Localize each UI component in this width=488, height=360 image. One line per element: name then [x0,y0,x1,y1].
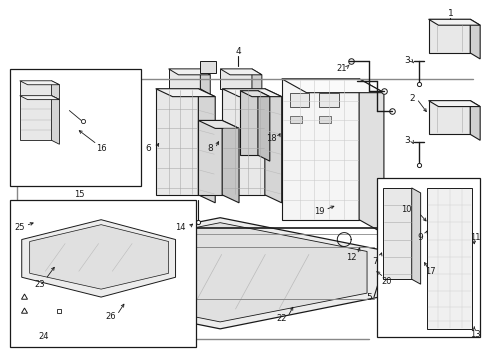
Polygon shape [155,89,198,195]
Text: 19: 19 [313,207,324,216]
Bar [319,93,339,107]
Polygon shape [251,69,262,95]
Text: 4: 4 [235,46,241,55]
Text: 23: 23 [34,280,45,289]
Polygon shape [281,79,383,93]
Text: 3: 3 [403,57,409,66]
Text: 5: 5 [366,293,371,302]
Polygon shape [426,188,471,329]
Polygon shape [51,96,60,144]
Polygon shape [61,218,378,329]
Polygon shape [168,69,210,75]
Polygon shape [469,19,479,59]
Text: 18: 18 [266,134,277,143]
Polygon shape [168,69,200,89]
Polygon shape [220,69,262,75]
Polygon shape [222,89,264,195]
Polygon shape [20,81,60,85]
Polygon shape [21,220,175,297]
Polygon shape [411,188,420,284]
Polygon shape [264,89,281,203]
Polygon shape [76,223,366,322]
Bar [289,116,301,123]
Polygon shape [17,66,472,339]
Polygon shape [240,91,257,155]
Text: 22: 22 [276,314,286,323]
Text: 17: 17 [425,267,435,276]
Text: 9: 9 [417,233,423,242]
Polygon shape [427,100,469,134]
Text: 2: 2 [408,94,414,103]
Polygon shape [382,188,411,279]
Polygon shape [198,89,215,203]
Polygon shape [257,91,269,161]
Text: 1: 1 [447,9,452,18]
Polygon shape [20,81,51,96]
Polygon shape [427,100,479,107]
Bar [10,200,196,347]
Polygon shape [20,96,51,140]
Text: 3: 3 [403,136,409,145]
Polygon shape [155,89,215,96]
Polygon shape [222,121,239,203]
Polygon shape [198,121,222,195]
Text: 25: 25 [15,223,25,232]
Text: 7: 7 [371,257,377,266]
Text: 10: 10 [401,205,411,214]
Polygon shape [200,69,210,95]
Bar [289,93,309,107]
Text: 26: 26 [105,312,116,321]
Text: 15: 15 [74,190,84,199]
Text: 12: 12 [345,253,356,262]
Polygon shape [200,61,216,73]
Bar [319,116,331,123]
Polygon shape [30,225,168,289]
Polygon shape [222,89,281,96]
Polygon shape [240,91,269,96]
Polygon shape [469,100,479,140]
Text: 16: 16 [96,144,106,153]
Bar [376,178,479,337]
Polygon shape [20,96,60,100]
Polygon shape [51,81,60,100]
Text: 21: 21 [335,64,346,73]
Text: 13: 13 [469,330,480,339]
Text: 8: 8 [207,144,213,153]
Polygon shape [198,121,239,129]
Polygon shape [427,19,469,53]
Text: 20: 20 [381,277,391,286]
Polygon shape [281,79,358,220]
Text: 24: 24 [38,332,49,341]
Text: 6: 6 [145,144,151,153]
Bar [10,69,141,186]
Text: 11: 11 [469,233,480,242]
Polygon shape [358,79,383,234]
Text: 14: 14 [175,223,185,232]
Polygon shape [427,19,479,25]
Polygon shape [220,69,251,89]
